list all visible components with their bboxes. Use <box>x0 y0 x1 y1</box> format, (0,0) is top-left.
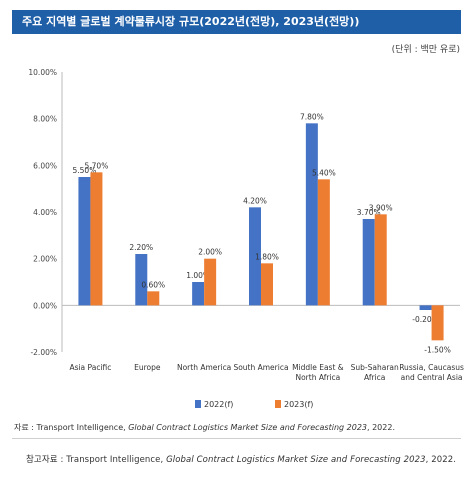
bar-2023(f) <box>317 179 330 306</box>
data-label: 5.40% <box>312 168 336 177</box>
note-title: Global Contract Logistics Market Size an… <box>166 455 426 465</box>
data-label: 1.80% <box>255 252 279 261</box>
data-label: 3.70% <box>357 208 381 217</box>
bar-2023(f) <box>374 214 387 306</box>
x-category-label: South America <box>233 363 288 372</box>
y-tick-label: 8.00% <box>33 115 57 124</box>
y-tick-label: 2.00% <box>33 255 57 264</box>
bar-2023(f) <box>90 172 103 306</box>
data-label: 2.20% <box>129 243 153 252</box>
legend-label: 2023(f) <box>284 400 313 409</box>
x-category-label: Sub-Saharan <box>351 363 399 372</box>
bar-2023(f) <box>147 291 160 306</box>
x-category-label: and Central Asia <box>401 373 463 382</box>
x-category-label: Africa <box>364 373 385 382</box>
source-prefix: 자료 : Transport Intelligence, <box>14 423 129 432</box>
chart-title: 주요 지역별 글로벌 계약물류시장 규모(2022년(전망), 2023년(전망… <box>12 10 461 34</box>
bar-2022(f) <box>192 282 205 306</box>
note-suffix: , 2022. <box>425 455 457 465</box>
divider <box>12 438 461 439</box>
bar-2023(f) <box>204 258 217 306</box>
bar-2022(f) <box>78 177 91 306</box>
x-category-label: Russia, Caucasus <box>399 363 464 372</box>
bar-2022(f) <box>249 207 261 306</box>
data-label: 2.00% <box>198 248 222 257</box>
data-label: -0.20% <box>412 315 439 324</box>
data-label: 3.90% <box>369 203 393 212</box>
source-title: Global Contract Logistics Market Size an… <box>128 423 367 432</box>
legend-swatch <box>195 400 201 408</box>
data-label: 0.60% <box>141 280 165 289</box>
x-category-label: North Africa <box>295 373 340 382</box>
note-prefix: 참고자료 : Transport Intelligence, <box>26 455 167 465</box>
data-label: 5.70% <box>85 161 109 170</box>
data-label: 4.20% <box>243 196 267 205</box>
y-tick-label: 0.00% <box>33 301 57 310</box>
legend-label: 2022(f) <box>204 400 233 409</box>
y-tick-label: 6.00% <box>33 161 57 170</box>
data-label: 7.80% <box>300 112 324 121</box>
source-suffix: , 2022. <box>367 423 395 432</box>
data-label: -1.50% <box>424 345 451 354</box>
bar-2023(f) <box>431 305 444 341</box>
x-category-label: Europe <box>134 363 161 372</box>
unit-label: (단위 : 백만 유로) <box>391 45 460 55</box>
y-tick-label: 4.00% <box>33 208 57 217</box>
reference-note: 참고자료 : Transport Intelligence, Global Co… <box>26 453 456 465</box>
data-label: 5.50% <box>73 166 97 175</box>
bar-2022(f) <box>135 254 148 306</box>
x-category-label: Asia Pacific <box>69 363 111 372</box>
bar-2023(f) <box>261 263 273 306</box>
bar-2022(f) <box>419 305 432 310</box>
y-tick-label: -2.00% <box>30 348 57 357</box>
legend-swatch <box>275 400 281 408</box>
bar-2022(f) <box>305 123 318 306</box>
x-category-label: Middle East & <box>292 363 344 372</box>
data-label: 1.00% <box>186 271 210 280</box>
bar-2022(f) <box>362 219 375 306</box>
x-category-label: North America <box>177 363 231 372</box>
bar-chart: -2.00% 0.00% 2.00% 4.00% 6.00% 8.00% 10.00% 5.5… <box>28 68 464 409</box>
y-tick-label: 10.00% <box>28 68 57 77</box>
source-citation: 자료 : Transport Intelligence, Global Cont… <box>14 422 395 433</box>
